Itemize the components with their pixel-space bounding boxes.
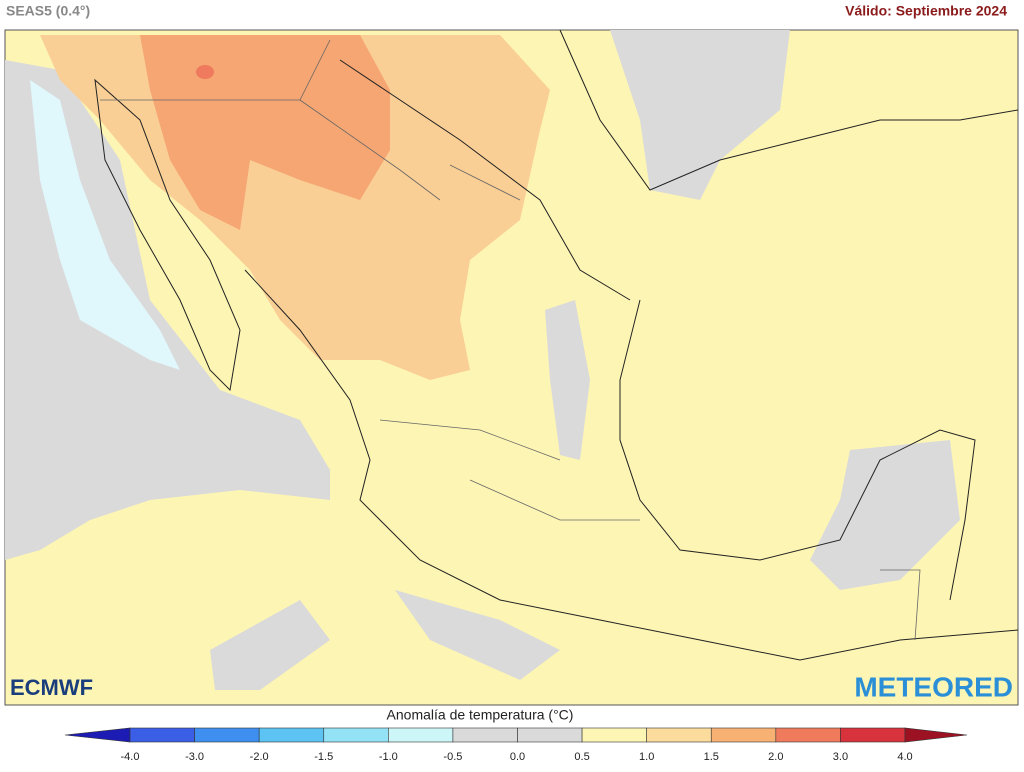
colorbar-label: -4.0 — [121, 751, 140, 763]
colorbar-segment — [258, 727, 325, 743]
colorbar-label: -3.0 — [185, 751, 204, 763]
colorbar-label: 2.0 — [768, 751, 783, 763]
anomaly-gray — [810, 440, 960, 590]
colorbar: -4.0 -3.0 -2.0 -1.5 -1.0 -0.5 0.0 0.5 1.0 1.5 2.0 3… — [64, 727, 968, 763]
colorbar-arrow-high — [904, 727, 968, 743]
coastline — [94, 29, 1019, 661]
colorbar-segment — [775, 727, 841, 743]
colorbar-segment — [646, 727, 712, 743]
colorbar-segment — [129, 727, 195, 743]
colorbar-segment — [517, 727, 583, 743]
colorbar-segment — [840, 727, 906, 743]
colorbar-label: -1.0 — [379, 751, 398, 763]
anomaly-gray — [210, 600, 330, 690]
anomaly-orange — [140, 35, 390, 230]
colorbar-label: 0.5 — [574, 751, 589, 763]
colorbar-segment — [710, 727, 777, 743]
ecmwf-logo: ECMWF — [10, 675, 93, 700]
colorbar-label: -2.0 — [250, 751, 269, 763]
colorbar-segment — [452, 727, 518, 743]
colorbar-label: 3.0 — [833, 751, 848, 763]
anomaly-red — [196, 65, 214, 79]
anomaly-lightblue — [30, 80, 180, 370]
meteored-logo: METEORED — [854, 671, 1013, 702]
borders — [100, 39, 921, 641]
model-label: SEAS5 (0.4°) — [6, 3, 90, 19]
colorbar-label: 0.0 — [510, 751, 525, 763]
colorbar-segment — [388, 727, 454, 743]
valid-date: Válido: Septiembre 2024 — [845, 3, 1007, 19]
colorbar-segment — [323, 727, 389, 743]
colorbar-arrow-low — [64, 727, 131, 743]
colorbar-segment — [581, 727, 647, 743]
colorbar-label: 1.0 — [639, 751, 654, 763]
anomaly-gray — [610, 30, 790, 200]
colorbar-segment — [194, 727, 260, 743]
colorbar-label: -0.5 — [443, 751, 462, 763]
map: ECMWF METEORED — [4, 29, 1019, 706]
anomaly-gray — [395, 590, 560, 680]
colorbar-label: 1.5 — [704, 751, 719, 763]
colorbar-label: -1.5 — [314, 751, 333, 763]
colorbar-label: 4.0 — [897, 751, 912, 763]
anomaly-gray — [545, 300, 590, 460]
anomaly-gray — [5, 60, 330, 560]
legend-title: Anomalía de temperatura (°C) — [387, 707, 574, 723]
